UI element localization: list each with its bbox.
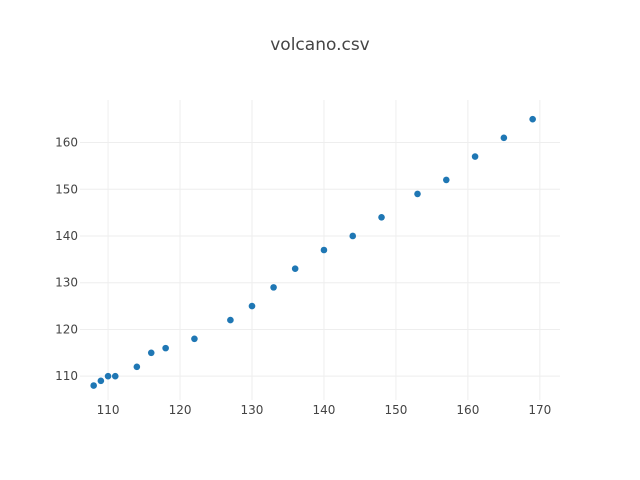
chart-title: volcano.csv bbox=[270, 35, 370, 55]
data-point bbox=[349, 232, 357, 240]
data-point bbox=[97, 377, 105, 385]
data-point bbox=[104, 372, 112, 380]
data-point bbox=[191, 335, 198, 343]
y-tick-label: 110 bbox=[55, 369, 78, 383]
x-tick-label: 130 bbox=[241, 403, 264, 417]
gridlines bbox=[80, 100, 560, 400]
data-points bbox=[90, 115, 536, 389]
y-tick-label: 120 bbox=[55, 322, 78, 336]
data-point bbox=[320, 246, 328, 254]
y-tick-label: 140 bbox=[55, 229, 78, 243]
data-point bbox=[111, 372, 119, 380]
data-point bbox=[270, 284, 277, 291]
x-tick-label: 140 bbox=[313, 403, 336, 417]
data-point bbox=[133, 363, 141, 371]
x-tick-label: 170 bbox=[528, 403, 551, 417]
data-point bbox=[378, 213, 385, 221]
data-point bbox=[471, 153, 479, 160]
data-point bbox=[162, 344, 169, 352]
data-point bbox=[442, 176, 450, 184]
data-point bbox=[147, 349, 155, 357]
x-tick-label: 120 bbox=[169, 403, 192, 417]
data-point bbox=[248, 302, 256, 310]
x-tick-label: 110 bbox=[97, 403, 120, 417]
y-tick-label: 160 bbox=[55, 136, 78, 150]
data-point bbox=[291, 265, 299, 272]
data-point bbox=[529, 115, 536, 123]
y-tick-label: 150 bbox=[55, 182, 78, 196]
y-tick-label: 130 bbox=[55, 276, 78, 290]
x-tick-label: 160 bbox=[456, 403, 479, 417]
y-axis-ticks: 110 120 130 140 150 160 bbox=[55, 136, 78, 384]
data-point bbox=[414, 190, 421, 198]
data-point bbox=[500, 134, 508, 142]
data-point bbox=[227, 316, 234, 324]
x-tick-label: 150 bbox=[384, 403, 407, 417]
x-axis-ticks: 110 120 130 140 150 160 170 bbox=[97, 403, 552, 417]
data-point bbox=[90, 382, 97, 389]
